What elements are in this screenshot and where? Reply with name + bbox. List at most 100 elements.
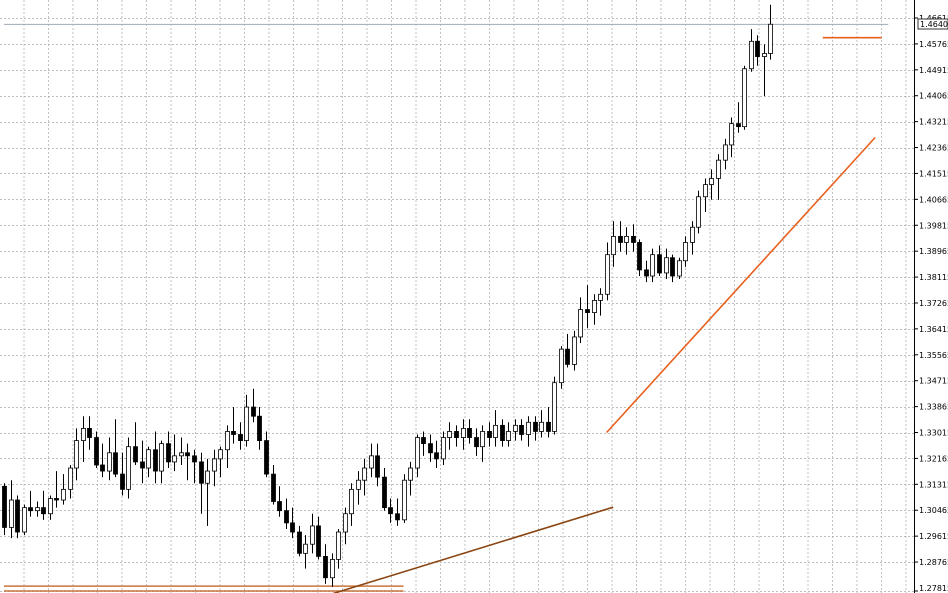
candle-body-bull [605, 254, 610, 295]
y-tick-label: 1.38965 [919, 247, 948, 256]
candle [454, 425, 459, 447]
candle-body-bull [179, 452, 184, 457]
candle [500, 419, 505, 447]
candle-body-bull [408, 467, 413, 481]
candle [762, 44, 767, 97]
candle-body-bull [461, 427, 466, 438]
candle-body-bear [54, 498, 59, 501]
candle [749, 29, 754, 72]
candle [467, 419, 472, 444]
candle [362, 458, 367, 496]
candle-body-bull [539, 421, 544, 432]
candle [395, 498, 400, 526]
candle-body-bull [146, 449, 151, 469]
candle [637, 239, 642, 277]
candle-body-bear [100, 464, 105, 472]
candle-body-bull [159, 443, 164, 472]
y-tick-label: 1.43215 [919, 118, 948, 127]
candle [578, 297, 583, 344]
candle-body-bull [349, 488, 354, 515]
last-price-marker: 1.46406 [917, 18, 948, 30]
candle [434, 440, 439, 469]
candle-body-bull [415, 437, 420, 469]
candle [107, 437, 112, 481]
candle [598, 288, 603, 316]
candle [133, 422, 138, 465]
candle-body-bull [578, 309, 583, 338]
candle-body-bear [421, 437, 426, 445]
y-tick-label: 1.33865 [919, 403, 948, 412]
candle-body-bull [225, 431, 230, 451]
y-tick-label: 1.37265 [919, 299, 948, 308]
candle-body-bear [428, 443, 433, 454]
candle-body-bull [362, 467, 367, 481]
candle-body-bull [611, 235, 616, 256]
trendline-upper [606, 136, 876, 434]
candle-body-bear [140, 461, 145, 469]
candle [742, 65, 747, 130]
candle [690, 221, 695, 255]
y-tick-label: 1.31315 [919, 480, 948, 489]
candle [611, 221, 616, 267]
candle [696, 190, 701, 234]
candle-body-bull [742, 68, 747, 128]
candle-body-bear [277, 501, 282, 512]
candle-body-bear [631, 235, 636, 243]
candle-body-bull [683, 242, 688, 262]
candle-body-bull [650, 254, 655, 277]
candle-body-bear [192, 455, 197, 463]
candle-body-bear [41, 507, 46, 515]
candle-body-bull [61, 488, 66, 501]
candle-body-bear [618, 235, 623, 243]
y-tick-label: 1.39815 [919, 221, 948, 230]
candle-body-bear [284, 510, 289, 524]
candle-body-bull [9, 499, 14, 528]
candle [310, 513, 315, 554]
candle-body-bull [592, 299, 597, 313]
candle-body-bull [22, 507, 27, 533]
y-tick-label: 1.34715 [919, 377, 948, 386]
candle-body-bear [565, 348, 570, 365]
y-tick-label: 1.38115 [919, 273, 948, 282]
y-tick-label: 1.28765 [919, 558, 948, 567]
candle-body-bear [199, 461, 204, 484]
candle [539, 410, 544, 438]
y-tick-label: 1.46615 [919, 14, 948, 23]
candle-body-bull [690, 226, 695, 243]
candle-body-bear [2, 485, 7, 528]
candle-body-bear [94, 437, 99, 466]
candle [421, 431, 426, 456]
candle [126, 437, 131, 499]
candle-body-bull [310, 525, 315, 545]
candle [271, 464, 276, 505]
candle [218, 446, 223, 478]
candle-body-bull [447, 431, 452, 438]
candle-body-bear [113, 452, 118, 475]
candle [657, 245, 662, 277]
candle [703, 178, 708, 212]
candle-body-bear [657, 254, 662, 274]
candle [153, 431, 158, 484]
candle [257, 407, 262, 450]
candle [670, 254, 675, 283]
candle-body-bull [35, 507, 40, 512]
candle [251, 388, 256, 423]
y-tick-label: 1.33015 [919, 429, 948, 438]
candle-body-bear [533, 421, 538, 432]
candle-body-bear [755, 40, 760, 57]
candle [349, 483, 354, 526]
candle [68, 464, 73, 499]
y-tick-label: 1.35565 [919, 351, 948, 360]
candle [146, 446, 151, 478]
candle [683, 236, 688, 267]
candle [199, 452, 204, 514]
candle [480, 425, 485, 462]
candle-body-bear [500, 424, 505, 441]
candle [650, 248, 655, 283]
candle-body-bull [356, 479, 361, 490]
candle [140, 440, 145, 484]
candle-body-bear [166, 443, 171, 463]
candle [709, 169, 714, 200]
